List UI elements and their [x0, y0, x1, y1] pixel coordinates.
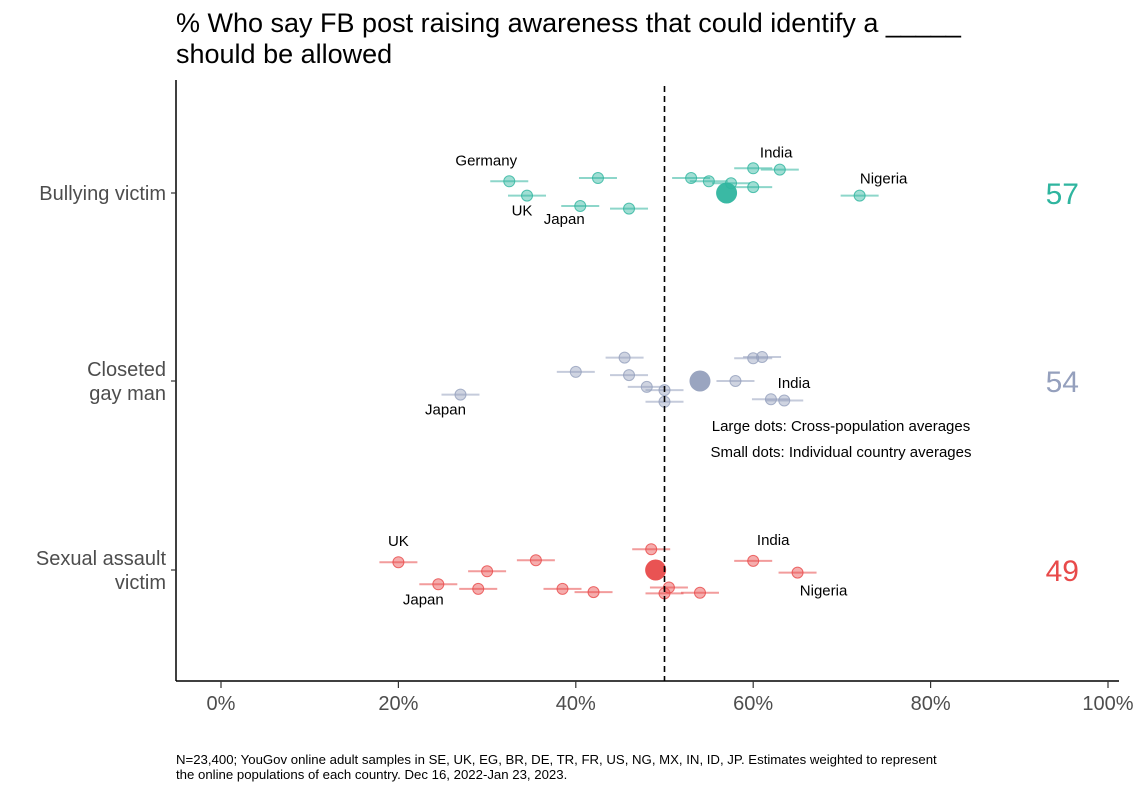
country-point: [747, 554, 760, 567]
x-tick-label: 80%: [911, 693, 951, 715]
country-label: UK: [512, 203, 533, 220]
country-point: [729, 375, 742, 387]
country-point: [778, 394, 791, 407]
country-point: [556, 582, 569, 595]
country-point: [569, 365, 582, 378]
chart-title: % Who say FB post raising awareness that…: [176, 8, 1116, 70]
x-tick-label: 20%: [378, 693, 418, 715]
country-point: [702, 175, 715, 188]
average-point: [689, 370, 711, 392]
country-point: [756, 350, 769, 363]
country-label: Germany: [455, 152, 517, 169]
legend-annotation: Large dots: Cross-population averages: [712, 418, 971, 435]
country-point: [454, 388, 467, 401]
country-label: India: [778, 375, 811, 392]
country-label: Nigeria: [800, 583, 848, 600]
title-line-2: should be allowed: [176, 39, 393, 69]
country-point: [574, 200, 587, 212]
average-value-label: 54: [1046, 366, 1079, 399]
footnote-line-2: the online populations of each country. …: [176, 767, 568, 782]
legend-annotation: Small dots: Individual country averages: [711, 444, 972, 461]
country-point: [503, 175, 516, 188]
country-label: Nigeria: [860, 171, 908, 188]
footnote-line-1: N=23,400; YouGov online adult samples in…: [176, 752, 937, 767]
country-point: [747, 352, 760, 365]
title-line-1: % Who say FB post raising awareness that…: [176, 8, 961, 38]
country-point: [853, 189, 866, 202]
country-point: [791, 566, 804, 579]
average-point: [645, 559, 667, 581]
country-point: [432, 578, 445, 591]
country-point: [764, 393, 777, 406]
country-point: [392, 556, 405, 569]
country-point: [472, 582, 485, 595]
country-point: [521, 189, 534, 202]
average-value-label: 57: [1046, 178, 1079, 211]
country-label: India: [757, 532, 790, 549]
x-tick-label: 60%: [733, 693, 773, 715]
country-point: [623, 202, 636, 215]
x-tick-label: 40%: [556, 693, 596, 715]
group-0: Bullying victim Germany UK Japan India Nigeri…: [39, 144, 1079, 228]
country-point: [481, 565, 494, 578]
average-value-label: 49: [1046, 555, 1079, 588]
x-tick-label: 100%: [1082, 693, 1133, 715]
country-point: [693, 586, 706, 599]
country-label: UK: [388, 533, 409, 550]
y-axis-label: victim: [115, 572, 166, 594]
country-point: [618, 351, 631, 364]
country-point: [645, 543, 658, 556]
y-axis-label: Closeted: [87, 359, 166, 381]
footnote: N=23,400; YouGov online adult samples in…: [176, 752, 1136, 782]
average-point: [716, 182, 738, 204]
y-axis-label: gay man: [89, 383, 166, 405]
country-label: Japan: [403, 591, 444, 608]
country-point: [591, 172, 604, 185]
country-point: [529, 554, 542, 567]
country-label: India: [760, 144, 793, 161]
country-point: [747, 181, 760, 194]
country-point: [587, 586, 600, 599]
country-label: Japan: [544, 211, 585, 228]
y-axis-label: Sexual assault: [36, 548, 167, 570]
y-axis-label: Bullying victim: [39, 183, 166, 205]
x-tick-label: 0%: [207, 693, 236, 715]
country-point: [773, 163, 786, 176]
country-point: [623, 369, 636, 382]
country-point: [747, 162, 760, 175]
country-label: Japan: [425, 402, 466, 419]
